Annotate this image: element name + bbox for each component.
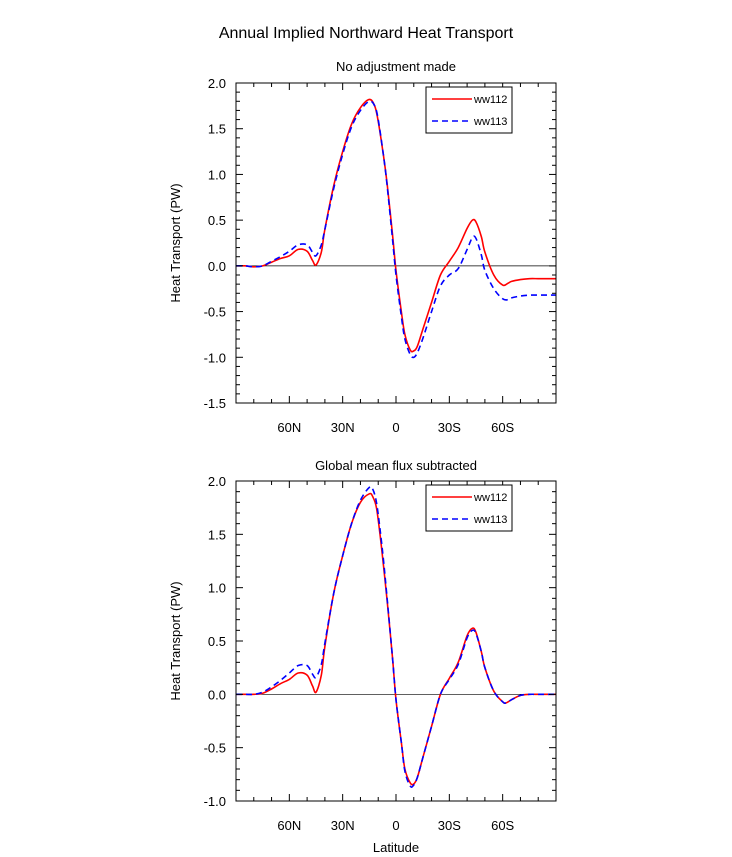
y-tick-label: 0.5 <box>208 213 226 228</box>
x-tick-label: 0 <box>392 818 399 833</box>
y-tick-label: 1.5 <box>208 527 226 542</box>
y-tick-label: -1.0 <box>204 794 226 809</box>
x-tick-label: 60N <box>277 420 301 435</box>
series-line-ww112 <box>236 492 556 786</box>
y-tick-label: -0.5 <box>204 305 226 320</box>
x-tick-label: 30S <box>438 420 461 435</box>
x-tick-label: 0 <box>392 420 399 435</box>
x-tick-label: 30S <box>438 818 461 833</box>
series-line-ww113 <box>235 100 556 359</box>
x-tick-label: 60N <box>277 818 301 833</box>
legend-box <box>425 86 513 134</box>
y-tick-label: 0.0 <box>208 687 226 702</box>
legend-box <box>425 484 513 532</box>
legend-label-ww113: ww113 <box>473 116 507 128</box>
legend-label-ww112: ww112 <box>473 492 507 504</box>
y-tick-label: -1.0 <box>204 350 226 365</box>
y-axis-label: Heat Transport (PW) <box>168 581 183 700</box>
series-line-ww112 <box>235 98 556 353</box>
x-tick-label: 60S <box>491 420 514 435</box>
legend-label-ww112: ww112 <box>473 94 507 106</box>
y-tick-label: 2.0 <box>208 474 226 489</box>
y-tick-label: 1.0 <box>208 581 226 596</box>
series-line-ww113 <box>236 485 556 788</box>
x-axis-label: Latitude <box>373 840 419 855</box>
y-tick-label: -0.5 <box>204 741 226 756</box>
panel-global-mean-subtracted: Global mean flux subtracted Heat Transpo… <box>168 458 557 855</box>
y-tick-label: 1.0 <box>208 167 226 182</box>
y-axis-label: Heat Transport (PW) <box>168 183 183 302</box>
legend: ww112 ww113 <box>425 86 513 134</box>
x-tick-label: 30N <box>331 420 355 435</box>
y-tick-label: -1.5 <box>204 396 226 411</box>
legend: ww112 ww113 <box>425 484 513 532</box>
legend-label-ww113: ww113 <box>473 514 507 526</box>
x-tick-label: 30N <box>331 818 355 833</box>
figure-title: Annual Implied Northward Heat Transport <box>219 25 514 42</box>
y-tick-label: 2.0 <box>208 76 226 91</box>
y-tick-label: 1.5 <box>208 122 226 137</box>
panel-title: No adjustment made <box>336 59 456 74</box>
panel-title: Global mean flux subtracted <box>315 458 477 473</box>
panel-no-adjustment: No adjustment made Heat Transport (PW) -… <box>168 59 557 435</box>
x-tick-label: 60S <box>491 818 514 833</box>
y-tick-label: 0.0 <box>208 259 226 274</box>
y-tick-label: 0.5 <box>208 634 226 649</box>
